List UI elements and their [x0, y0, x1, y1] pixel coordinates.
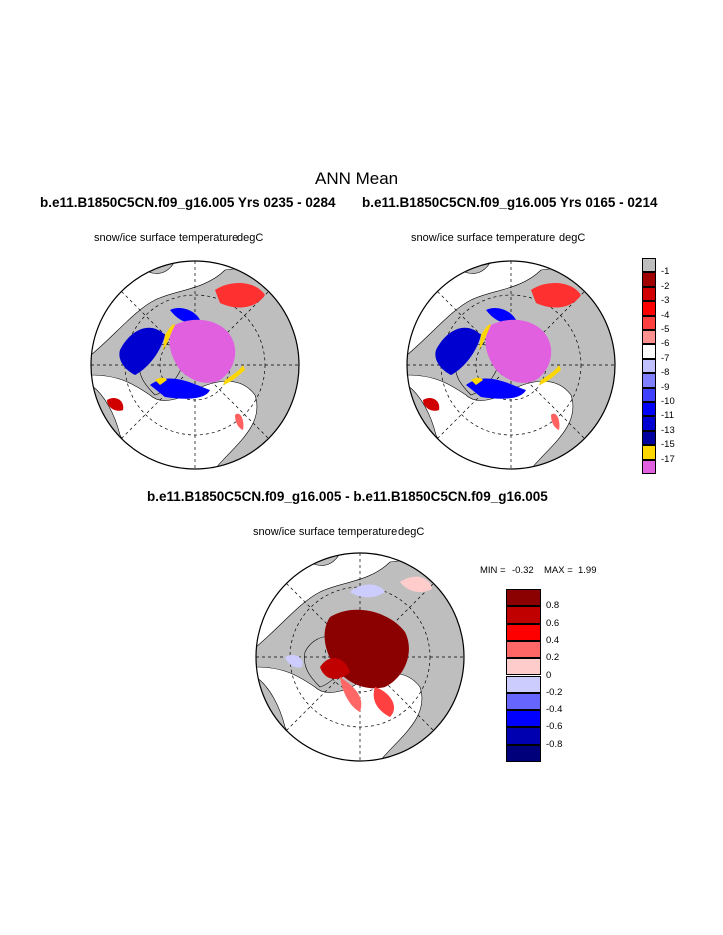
colorbar-top-box	[642, 344, 656, 359]
colorbar-diff-label: 0	[546, 669, 552, 681]
colorbar-diff-box	[506, 658, 541, 676]
map-panel-2	[403, 257, 619, 473]
colorbar-top-label: -2	[661, 280, 670, 292]
colorbar-top-box	[642, 272, 656, 287]
colorbar-top-label: -3	[661, 295, 670, 307]
panel1-title: b.e11.B1850C5CN.f09_g16.005 Yrs 0235 - 0…	[40, 195, 336, 210]
colorbar-diff-box	[506, 710, 541, 728]
colorbar-top-box	[642, 416, 656, 431]
panel3-subtitle-right: degC	[398, 526, 425, 538]
colorbar-top-box	[642, 258, 656, 273]
page-title: ANN Mean	[315, 169, 399, 188]
colorbar-diff-label: -0.2	[546, 686, 563, 698]
map-panel-1	[87, 257, 303, 473]
panel2-subtitle-left: snow/ice surface temperature	[411, 232, 556, 244]
colorbar-top-box	[642, 402, 656, 417]
colorbar-diff-box	[506, 675, 541, 693]
colorbar-diff-label: -0.6	[546, 721, 563, 733]
colorbar-top-label: -9	[661, 381, 670, 393]
colorbar-diff-box	[506, 640, 541, 659]
colorbar-top-label: -6	[661, 338, 670, 350]
colorbar-top-label: -8	[661, 367, 670, 379]
colorbar-top-label: -17	[661, 453, 675, 465]
colorbar-diff-box	[506, 606, 541, 624]
colorbar-diff-label: -0.8	[546, 738, 563, 750]
colorbar-top-box	[642, 301, 656, 316]
map-panel-3	[252, 549, 468, 765]
colorbar-diff-box	[506, 744, 541, 762]
panel1-subtitle-right: degC	[237, 232, 264, 244]
panel2-title: b.e11.B1850C5CN.f09_g16.005 Yrs 0165 - 0…	[362, 195, 658, 210]
max-value: 1.99	[578, 565, 597, 576]
max-label: MAX =	[544, 565, 573, 576]
colorbar-top-label: -10	[661, 396, 675, 407]
colorbar-top-box	[642, 445, 656, 460]
colorbar-top-label: -7	[661, 352, 670, 364]
colorbar-top-label: -11	[661, 410, 675, 422]
colorbar-diff-label: 0.8	[546, 600, 560, 612]
colorbar-diff-label: 0.4	[546, 634, 560, 646]
colorbar-top-label: -4	[661, 309, 670, 321]
colorbar-top-box	[642, 286, 656, 302]
colorbar-top-label: -13	[661, 424, 675, 436]
colorbar-top-label: -1	[661, 266, 670, 278]
colorbar-diff-label: 0.6	[546, 617, 560, 629]
panel1-subtitle-left: snow/ice surface temperature	[94, 232, 239, 244]
colorbar-top-box	[642, 315, 656, 330]
colorbar-top: -1 -2 -3 -4 -5 -6 -7 -8 -9 -10 -11 -13 -15 -17	[642, 258, 712, 474]
colorbar-diff-label: 0.2	[546, 652, 560, 664]
colorbar-diff-box	[506, 623, 541, 641]
colorbar-diff-box	[506, 727, 541, 745]
colorbar-top-label: -5	[661, 324, 670, 335]
colorbar-top-box	[642, 387, 656, 402]
colorbar-diff-box	[506, 589, 541, 607]
colorbar-diff-label: -0.4	[546, 704, 563, 716]
panel3-subtitle-left: snow/ice surface temperature	[253, 526, 398, 538]
colorbar-diff-box	[506, 692, 541, 711]
colorbar-top-label: -15	[661, 439, 675, 451]
panel2-subtitle-right: degC	[559, 232, 586, 244]
panel3-title: b.e11.B1850C5CN.f09_g16.005 - b.e11.B185…	[147, 489, 548, 504]
min-label: MIN =	[480, 565, 506, 576]
colorbar-diff: 0.8 0.6 0.4 0.2 0 -0.2 -0.4 -0.6 -0.8	[506, 589, 576, 764]
colorbar-top-box	[642, 330, 656, 345]
min-value: -0.32	[512, 565, 534, 576]
colorbar-top-box	[642, 373, 656, 388]
colorbar-top-box	[642, 358, 656, 374]
colorbar-top-box	[642, 459, 656, 474]
colorbar-top-box	[642, 430, 656, 446]
